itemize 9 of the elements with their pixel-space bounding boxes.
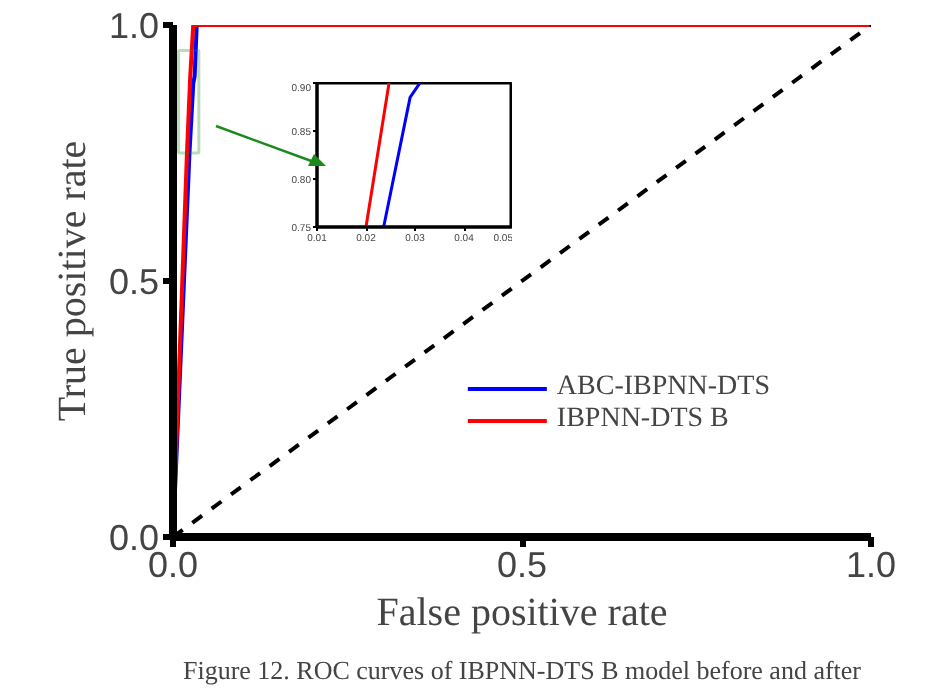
y-tick-label: 1.0: [108, 6, 160, 46]
legend-label: IBPNN-DTS B: [556, 404, 729, 436]
x-axis-title: False positive rate: [376, 591, 668, 635]
y-tick-label: 0.5: [108, 262, 160, 302]
y-axis-title: True positive rate: [50, 140, 95, 422]
legend-label: ABC-IBPNN-DTS: [556, 372, 770, 404]
x-tick-label: 1.0: [845, 545, 897, 585]
x-tick-label: 0.5: [496, 545, 548, 585]
caption: Figure 12. ROC curves of IBPNN-DTS B model before and after: [182, 655, 863, 685]
